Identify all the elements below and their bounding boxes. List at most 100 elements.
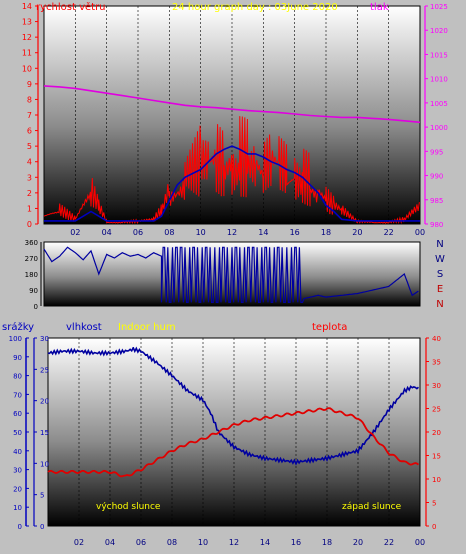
wind-speed-tick-label: 9: [27, 80, 32, 89]
indoor-tick-label: 5: [40, 492, 44, 500]
pressure-axis: 980 985 990 995 1000 1005 1010 1015 1020 1025: [424, 3, 448, 229]
wind-panel-x-axis: 02 04 06 08 10 12 14 16 18 20 22 00: [70, 228, 425, 237]
wind-speed-tick-label: 6: [27, 127, 32, 136]
x-tick-label: 08: [167, 538, 177, 547]
compass-label: N: [436, 299, 443, 310]
x-tick-label: 06: [136, 538, 146, 547]
rain-axis: 0 10 20 30 40 50 60 70 80 90 100: [9, 335, 29, 531]
wind-speed-tick-label: 3: [27, 173, 32, 182]
wind-panel-series: [43, 85, 421, 225]
compass-label: N: [436, 239, 443, 250]
x-tick-label: 18: [321, 228, 331, 237]
wind-direction-line: [43, 246, 419, 303]
direction-tick-label: 90: [29, 287, 38, 295]
x-tick-label: 18: [322, 538, 332, 547]
x-tick-label: 04: [102, 228, 112, 237]
rain-label: srážky: [2, 321, 34, 333]
rain-tick-label: 50: [13, 429, 22, 437]
x-tick-label: 22: [384, 228, 394, 237]
indoor-hum-label: Indoor hum: [118, 322, 176, 333]
indoor-hum-axis: 0 5 10 15 20 25 30: [33, 335, 49, 531]
x-tick-label: 08: [164, 228, 174, 237]
wind-speed-label: rychlost větru: [36, 1, 106, 13]
direction-tick-label: 360: [25, 239, 38, 247]
temperature-tick-label: 20: [432, 429, 441, 437]
wind-speed-tick-label: 8: [27, 95, 32, 104]
rain-tick-label: 20: [13, 485, 22, 493]
wind-speed-tick-label: 14: [22, 2, 32, 11]
wind-speed-tick-label: 2: [27, 189, 32, 198]
x-tick-label: 14: [260, 538, 270, 547]
compass-label: W: [435, 254, 445, 265]
temperature-tick-label: 40: [432, 335, 441, 343]
direction-panel-series: [43, 246, 419, 303]
humidity-temp-grid: [78, 338, 421, 526]
pressure-tick-label: 1020: [430, 27, 448, 35]
temperature-line: [47, 407, 420, 478]
temperature-tick-label: 30: [432, 382, 441, 390]
rain-tick-label: 60: [13, 410, 22, 418]
indoor-tick-label: 30: [40, 335, 49, 343]
pressure-tick-label: 1015: [430, 51, 448, 59]
pressure-tick-label: 1025: [430, 3, 448, 11]
temperature-tick-label: 5: [432, 500, 436, 508]
indoor-tick-label: 10: [40, 460, 49, 468]
wind-speed-tick-label: 7: [27, 111, 32, 120]
x-tick-label: 22: [384, 538, 394, 547]
temperature-tick-label: 0: [432, 523, 436, 531]
temperature-tick-label: 10: [432, 476, 441, 484]
sunrise-label: východ slunce: [96, 502, 161, 512]
rain-tick-label: 80: [13, 373, 22, 381]
x-tick-label: 20: [353, 538, 363, 547]
indoor-tick-label: 20: [40, 398, 49, 406]
pressure-tick-label: 1000: [430, 124, 448, 132]
wind-speed-tick-label: 11: [22, 49, 32, 58]
rain-tick-label: 100: [9, 335, 22, 343]
x-tick-label: 02: [70, 228, 80, 237]
temperature-tick-label: 15: [432, 453, 441, 461]
pressure-tick-label: 1010: [430, 76, 448, 84]
direction-tick-label: 0: [34, 303, 38, 311]
x-tick-label: 02: [74, 538, 84, 547]
temperature-tick-label: 25: [432, 406, 441, 414]
wind-speed-tick-label: 12: [22, 33, 32, 42]
x-tick-label: 20: [352, 228, 362, 237]
wind-speed-tick-label: 4: [27, 158, 32, 167]
direction-tick-label: 270: [25, 255, 38, 263]
compass-label: E: [437, 284, 443, 295]
temperature-label: teplota: [312, 322, 347, 333]
pressure-label: tlak: [370, 2, 389, 13]
x-tick-label: 10: [198, 538, 208, 547]
indoor-tick-label: 15: [40, 429, 49, 437]
temperature-tick-label: 35: [432, 359, 441, 367]
pressure-tick-label: 985: [430, 197, 443, 205]
chart-title: 24 hour graph day : 03June 2020: [172, 2, 338, 13]
pressure-tick-label: 995: [430, 148, 443, 156]
x-tick-label: 10: [196, 228, 206, 237]
temperature-axis: 0 5 10 15 20 25 30 35 40: [425, 335, 441, 531]
x-tick-label: 14: [258, 228, 268, 237]
wind-average-line: [44, 145, 420, 222]
compass-label: S: [437, 269, 443, 280]
rain-tick-label: 0: [18, 523, 22, 531]
humidity-temp-x-axis: 02 04 06 08 10 12 14 16 18 20 22 00: [74, 538, 425, 547]
humidity-temp-series: [47, 346, 420, 478]
rain-tick-label: 70: [13, 391, 22, 399]
sunset-label: západ slunce: [342, 502, 402, 512]
x-tick-label: 16: [291, 538, 301, 547]
x-tick-label: 16: [290, 228, 300, 237]
rain-tick-label: 90: [13, 354, 22, 362]
pressure-line: [43, 85, 421, 124]
rain-tick-label: 10: [13, 504, 22, 512]
rain-tick-label: 40: [13, 448, 22, 456]
pressure-tick-label: 980: [430, 221, 443, 229]
humidity-line: [47, 346, 420, 466]
x-tick-label: 12: [227, 228, 237, 237]
pressure-tick-label: 990: [430, 173, 443, 181]
pressure-tick-label: 1005: [430, 100, 448, 108]
wind-speed-tick-label: 0: [27, 220, 32, 229]
